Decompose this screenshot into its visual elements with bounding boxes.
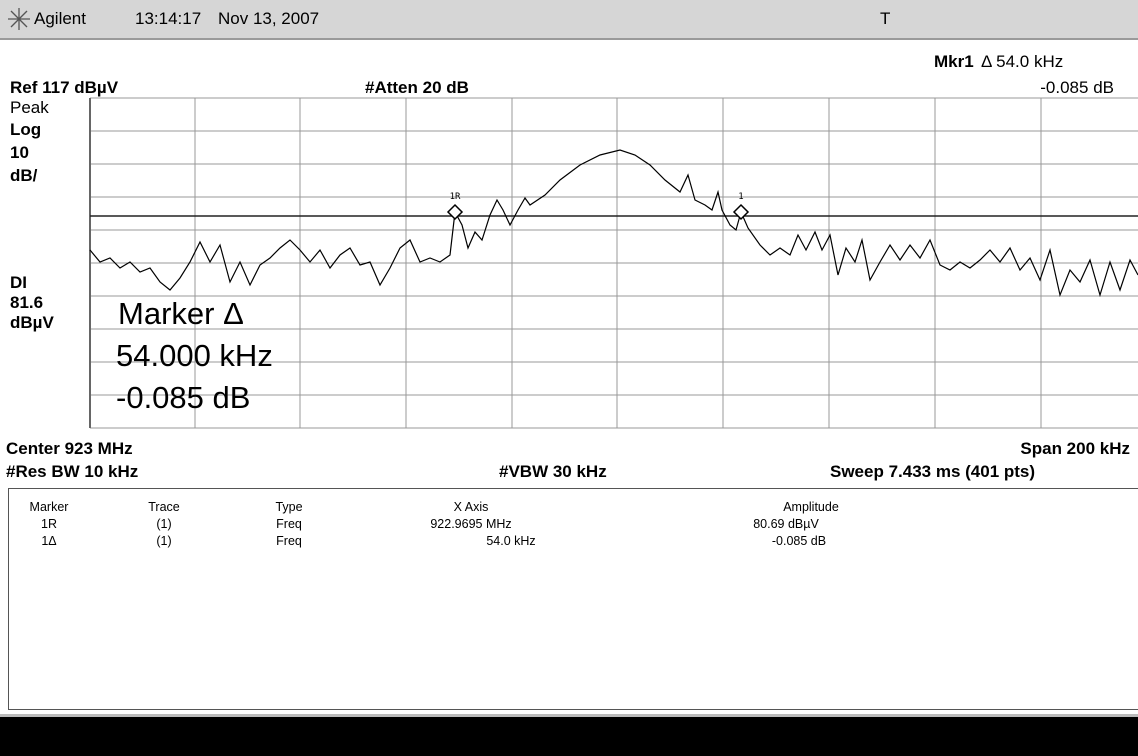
- marker-label: 1: [738, 192, 743, 202]
- scale-type: Log: [10, 120, 42, 139]
- table-header: Type: [275, 500, 303, 514]
- logo-icon: [8, 8, 30, 30]
- table-cell: Freq: [276, 517, 302, 531]
- marker-label: Mkr1: [934, 52, 974, 71]
- marker-box-frequency: 54.000 kHz: [116, 338, 273, 373]
- marker-table: Marker Trace Type X Axis Amplitude 1R (1…: [8, 488, 1138, 710]
- res-bw: #Res BW 10 kHz: [6, 462, 139, 481]
- sweep: Sweep 7.433 ms (401 pts): [830, 462, 1036, 481]
- table-cell: 80.69 dBµV: [753, 517, 819, 531]
- marker-delta: Δ 54.0 kHz: [981, 52, 1064, 71]
- table-cell: Freq: [276, 534, 302, 548]
- scale-unit: dB/: [10, 166, 38, 185]
- table-header: Trace: [148, 500, 180, 514]
- grid: [90, 97, 1138, 429]
- table-cell: 54.0 kHz: [486, 534, 536, 548]
- date: Nov 13, 2007: [218, 9, 320, 28]
- table-cell: 1R: [41, 517, 57, 531]
- marker-amplitude: -0.085 dB: [1040, 78, 1114, 97]
- center-frequency: Center 923 MHz: [6, 439, 133, 458]
- reference-level: Ref 117 dBµV: [10, 78, 119, 97]
- display-line-label: DI: [10, 273, 27, 292]
- title-bar: Agilent 13:14:17 Nov 13, 2007 T: [0, 0, 1138, 40]
- table-header: Amplitude: [783, 500, 839, 514]
- vbw: #VBW 30 kHz: [499, 462, 607, 481]
- indicator: T: [880, 9, 891, 28]
- trace: [89, 149, 1138, 298]
- marker-box-amplitude: -0.085 dB: [116, 380, 251, 415]
- time: 13:14:17: [135, 9, 202, 28]
- marker-diamond: [446, 203, 464, 221]
- display-line-unit: dBµV: [10, 313, 54, 332]
- span: Span 200 kHz: [1020, 439, 1130, 458]
- marker-diamond: [732, 203, 750, 221]
- detector: Peak: [10, 98, 49, 117]
- table-cell: (1): [156, 517, 172, 531]
- display-line-value: 81.6: [10, 293, 44, 312]
- table-header: X Axis: [453, 500, 489, 514]
- marker-box-title: Marker Δ: [118, 296, 244, 331]
- scale-value: 10: [10, 143, 29, 162]
- table-cell: (1): [156, 534, 172, 548]
- marker-label: 1R: [450, 192, 461, 202]
- table-cell: 1Δ: [41, 534, 57, 548]
- table-cell: 922.9695 MHz: [430, 517, 512, 531]
- attenuation: #Atten 20 dB: [365, 78, 469, 97]
- table-header: Marker: [29, 500, 69, 514]
- brand: Agilent: [34, 9, 86, 28]
- table-cell: -0.085 dB: [771, 534, 827, 548]
- softkey-bar: [0, 714, 1138, 756]
